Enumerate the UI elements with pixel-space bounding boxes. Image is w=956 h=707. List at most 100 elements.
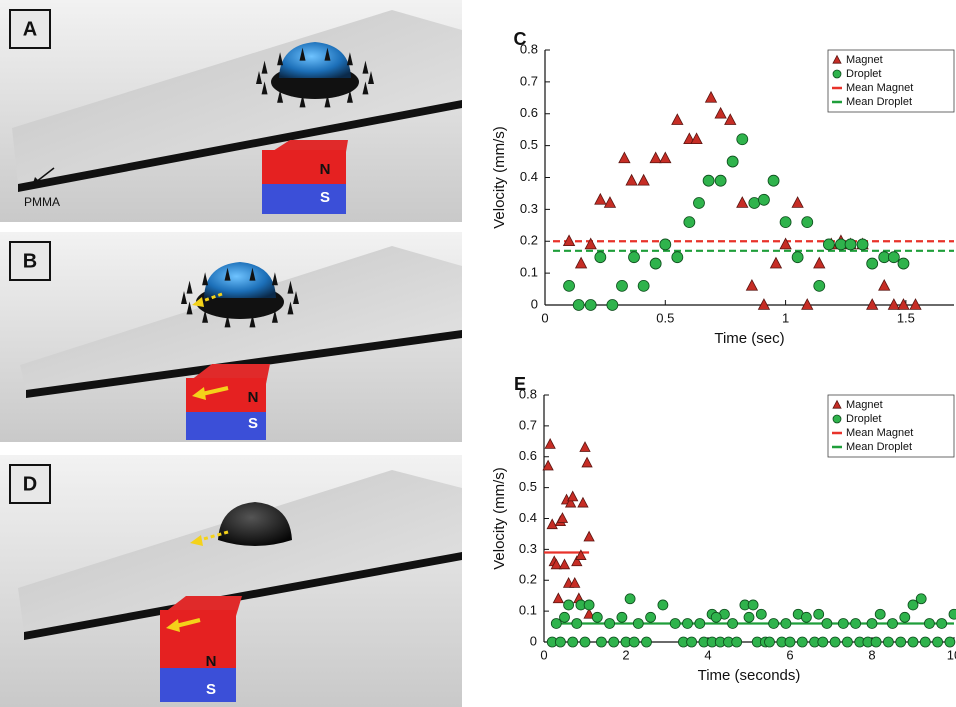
legend-marker (833, 70, 841, 78)
data-point (605, 618, 615, 628)
data-point (582, 457, 592, 467)
data-point (568, 491, 578, 501)
pole-label: S (320, 189, 330, 206)
data-point (650, 258, 661, 269)
data-point (693, 198, 704, 209)
data-point (737, 134, 748, 145)
data-point (888, 299, 899, 309)
panel-letter: E (514, 374, 526, 394)
data-point (580, 637, 590, 647)
y-axis-title: Velocity (mm/s) (491, 126, 508, 229)
data-point (908, 600, 918, 610)
data-point (780, 217, 791, 228)
data-point (596, 637, 606, 647)
data-point (746, 280, 757, 290)
legend-label: Magnet (846, 399, 883, 411)
data-point (888, 252, 899, 263)
x-axis-title: Time (seconds) (698, 667, 801, 684)
data-point (867, 258, 878, 269)
data-point (867, 299, 878, 309)
data-point (792, 252, 803, 263)
y-tick-label: 0.4 (520, 169, 538, 184)
data-point (758, 299, 769, 309)
data-point (672, 252, 683, 263)
data-point (580, 442, 590, 452)
data-point (642, 637, 652, 647)
legend-label: Mean Droplet (846, 96, 912, 108)
panel-d: N S D (0, 455, 462, 707)
data-point (706, 92, 717, 102)
legend-label: Magnet (846, 54, 883, 66)
data-point (672, 114, 683, 124)
magnet-south (262, 184, 346, 214)
data-point (595, 194, 606, 204)
data-point (875, 609, 885, 619)
data-point (768, 175, 779, 186)
x-tick-label: 2 (622, 647, 629, 662)
x-tick-label: 10 (947, 647, 956, 662)
y-tick-label: 0 (531, 296, 538, 311)
data-point (838, 618, 848, 628)
legend-label: Mean Droplet (846, 441, 912, 453)
data-point (629, 252, 640, 263)
data-point (695, 618, 705, 628)
data-point (660, 152, 671, 162)
data-point (573, 300, 584, 311)
data-point (725, 114, 736, 124)
x-tick-label: 1 (782, 310, 789, 325)
data-point (557, 513, 567, 523)
data-point (888, 618, 898, 628)
pole-label: S (248, 415, 258, 432)
y-tick-label: 0.7 (519, 417, 537, 432)
data-point (769, 618, 779, 628)
data-point (857, 239, 868, 250)
y-tick-label: 0.5 (519, 479, 537, 494)
x-tick-label: 0.5 (656, 310, 674, 325)
data-point (924, 618, 934, 628)
data-point (756, 609, 766, 619)
data-point (650, 152, 661, 162)
data-point (737, 197, 748, 207)
data-point (553, 593, 563, 603)
legend-label: Droplet (846, 68, 881, 80)
data-point (715, 175, 726, 186)
y-tick-label: 0.1 (519, 603, 537, 618)
data-point (626, 175, 637, 185)
data-point (765, 637, 775, 647)
data-point (564, 280, 575, 291)
x-tick-label: 0 (540, 647, 547, 662)
data-point (908, 637, 918, 647)
data-point (670, 618, 680, 628)
data-point (842, 637, 852, 647)
panel-letter: C (514, 29, 527, 49)
data-point (830, 637, 840, 647)
y-axis-title: Velocity (mm/s) (491, 467, 508, 570)
data-point (900, 612, 910, 622)
data-point (585, 300, 596, 311)
data-point (883, 637, 893, 647)
data-point (684, 217, 695, 228)
data-point (625, 594, 635, 604)
y-tick-label: 0.1 (520, 265, 538, 280)
data-point (616, 280, 627, 291)
figure: N S PMMA A N S B (0, 0, 956, 707)
data-point (715, 108, 726, 118)
pole-label: N (206, 653, 217, 670)
data-point (545, 439, 555, 449)
data-point (691, 133, 702, 143)
y-tick-label: 0.2 (520, 233, 538, 248)
data-point (617, 612, 627, 622)
pole-label: S (206, 681, 216, 698)
data-point (780, 238, 791, 248)
y-tick-label: 0.6 (520, 105, 538, 120)
legend-marker (833, 415, 841, 423)
legend-label: Mean Magnet (846, 427, 913, 439)
data-point (658, 600, 668, 610)
data-point (560, 559, 570, 569)
data-point (732, 637, 742, 647)
y-tick-label: 0.2 (519, 572, 537, 587)
x-axis-title: Time (sec) (714, 330, 784, 347)
page: {"figure": {"panels": [ {"label": "A", "… (0, 0, 956, 707)
data-point (551, 618, 561, 628)
